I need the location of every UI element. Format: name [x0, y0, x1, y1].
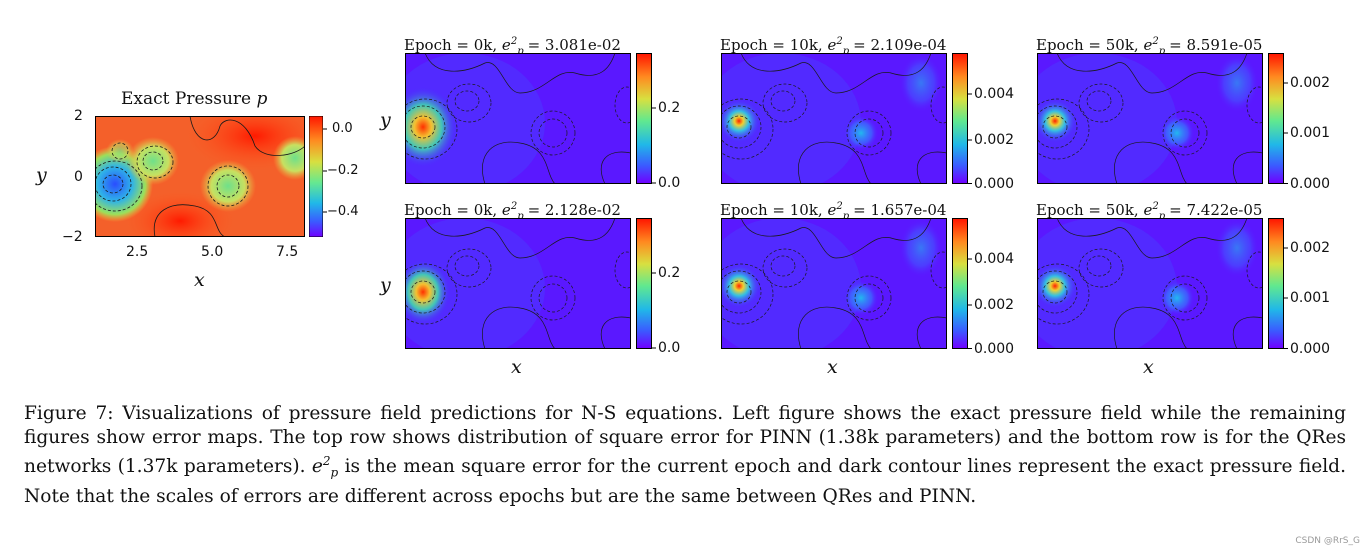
exact-ytick-2: −2	[62, 229, 83, 245]
error-heatmap	[1037, 53, 1263, 184]
exact-y-label: y	[36, 164, 47, 186]
ep2-symbol: e2p	[1143, 201, 1166, 222]
colorbar-tick-label: 0.000	[974, 341, 1015, 357]
colorbar-tick-label: 0.002	[974, 132, 1015, 148]
colorbar-tickmarks	[652, 107, 656, 184]
ep2-symbol: e2p	[827, 201, 850, 222]
colorbar-tick-label: 0.002	[1290, 75, 1331, 91]
error-heatmap	[1037, 218, 1263, 349]
error-panel-epoch: Epoch = 10k,	[720, 201, 828, 219]
error-panel-mse: = 2.109e-04	[853, 36, 947, 54]
error-heatmap	[405, 218, 631, 349]
colorbar-tick-label: 0.000	[1290, 341, 1331, 357]
error-x-label-col1: x	[511, 356, 522, 378]
exact-ytick-0: 2	[74, 108, 83, 124]
colorbar-tickmarks	[968, 258, 972, 349]
ep2-symbol: e2p	[501, 201, 524, 222]
colorbar-tick-label: 0.2	[658, 265, 681, 281]
error-panel-epoch: Epoch = 50k,	[1036, 36, 1144, 54]
error-panel-title: Epoch = 0k, e2p = 2.128e-02	[404, 198, 621, 226]
error-panel-title: Epoch = 10k, e2p = 2.109e-04	[720, 33, 946, 61]
error-panel-title: Epoch = 50k, e2p = 7.422e-05	[1036, 198, 1262, 226]
colorbar-tickmarks	[1284, 247, 1288, 349]
error-panel-epoch: Epoch = 0k,	[404, 36, 502, 54]
error-colorbar	[1268, 218, 1284, 349]
error-panel-title: Epoch = 0k, e2p = 3.081e-02	[404, 33, 621, 61]
error-panel-title: Epoch = 10k, e2p = 1.657e-04	[720, 198, 946, 226]
colorbar-tickmarks	[652, 272, 656, 349]
colorbar-tick-label: 0.0	[658, 340, 681, 356]
exact-pressure-plot	[95, 116, 305, 237]
colorbar-tick-label: 0.0	[658, 175, 681, 191]
colorbar-tick-label: 0.004	[974, 86, 1015, 102]
exact-xtick-2: 7.5	[276, 244, 299, 260]
error-y-label-bottom: y	[380, 274, 391, 296]
error-colorbar	[952, 53, 968, 184]
exact-colorbar	[309, 116, 323, 237]
ep2-symbol: e2p	[501, 36, 524, 57]
exact-title-text: Exact Pressure	[121, 89, 257, 109]
colorbar-tick-label: 0.001	[1290, 290, 1331, 306]
error-heatmap	[721, 53, 947, 184]
error-colorbar	[636, 53, 652, 184]
ep2-symbol: e2p	[827, 36, 850, 57]
error-panel-epoch: Epoch = 10k,	[720, 36, 828, 54]
exact-title-var: p	[256, 89, 268, 109]
error-colorbar	[952, 218, 968, 349]
exact-ytick-1: 0	[74, 169, 83, 185]
colorbar-tick-label: 0.002	[1290, 240, 1331, 256]
error-x-label-col3: x	[1143, 356, 1154, 378]
error-x-label-col2: x	[827, 356, 838, 378]
colorbar-tickmarks	[968, 93, 972, 184]
figure-caption: Figure 7: Visualizations of pressure fie…	[24, 402, 1346, 509]
exact-xtick-1: 5.0	[201, 244, 224, 260]
error-heatmap	[721, 218, 947, 349]
error-panel-mse: = 2.128e-02	[527, 201, 621, 219]
error-panel-mse: = 7.422e-05	[1169, 201, 1263, 219]
error-panel-mse: = 1.657e-04	[853, 201, 947, 219]
colorbar-tick-label: 0.004	[974, 251, 1015, 267]
colorbar-tick-label: 0.2	[658, 100, 681, 116]
exact-cbar-tickmarks	[323, 128, 327, 213]
exact-cbar-tick-0: 0.0	[332, 121, 353, 136]
exact-cbar-tick-2: −0.4	[327, 204, 359, 219]
error-panel-mse: = 3.081e-02	[527, 36, 621, 54]
error-colorbar	[1268, 53, 1284, 184]
caption-part1: Figure 7: Visualizations of pressure fie…	[24, 403, 1346, 477]
colorbar-tickmarks	[1284, 82, 1288, 184]
colorbar-tick-label: 0.000	[1290, 176, 1331, 192]
exact-cbar-tick-1: −0.2	[327, 163, 359, 178]
ep2-symbol: e2p	[1143, 36, 1166, 57]
colorbar-tick-label: 0.002	[974, 297, 1015, 313]
colorbar-tick-label: 0.000	[974, 176, 1015, 192]
error-y-label-top: y	[380, 109, 391, 131]
error-panel-epoch: Epoch = 50k,	[1036, 201, 1144, 219]
exact-xtick-0: 2.5	[126, 244, 149, 260]
error-heatmap	[405, 53, 631, 184]
colorbar-tick-label: 0.001	[1290, 125, 1331, 141]
watermark: CSDN @RrS_G	[1295, 536, 1360, 546]
error-panel-epoch: Epoch = 0k,	[404, 201, 502, 219]
caption-math-ep2: e2p	[311, 453, 339, 480]
error-panel-mse: = 8.591e-05	[1169, 36, 1263, 54]
error-colorbar	[636, 218, 652, 349]
exact-x-label: x	[194, 269, 205, 291]
error-panel-title: Epoch = 50k, e2p = 8.591e-05	[1036, 33, 1262, 61]
caption-part2: is the mean square error for the current…	[24, 455, 1346, 508]
exact-pressure-title: Exact Pressure p	[121, 90, 267, 108]
